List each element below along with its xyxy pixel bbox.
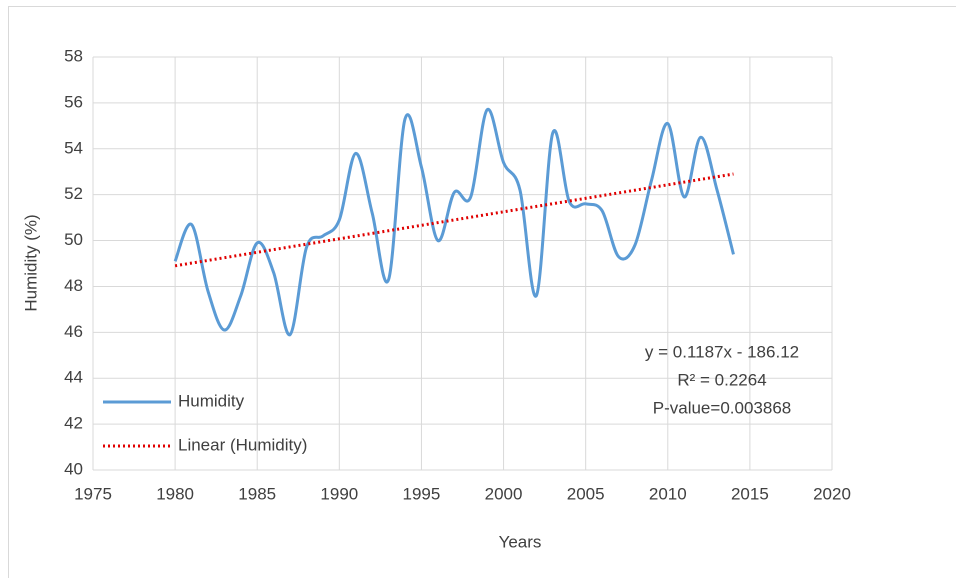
annotation: P-value=0.003868 <box>653 398 791 417</box>
x-tick-label: 1995 <box>403 484 441 503</box>
y-axis-title: Humidity (%) <box>21 214 40 311</box>
annotation: R² = 0.2264 <box>677 370 766 389</box>
annotation: y = 0.1187x - 186.12 <box>645 342 799 361</box>
legend-label: Linear (Humidity) <box>178 435 307 454</box>
x-tick-label: 1975 <box>74 484 112 503</box>
x-tick-label: 2005 <box>567 484 605 503</box>
x-tick-label: 2000 <box>485 484 523 503</box>
x-tick-label: 1990 <box>320 484 358 503</box>
data-line <box>173 108 735 337</box>
y-tick-label: 48 <box>64 276 83 295</box>
x-tick-label: 2010 <box>649 484 687 503</box>
x-tick-label: 2015 <box>731 484 769 503</box>
y-tick-label: 54 <box>64 138 83 157</box>
chart-border <box>8 6 956 578</box>
trend-line <box>174 172 734 268</box>
x-tick-label: 2020 <box>813 484 851 503</box>
y-tick-label: 42 <box>64 414 83 433</box>
x-axis-title: Years <box>499 532 542 551</box>
y-tick-label: 44 <box>64 368 83 387</box>
x-tick-label: 1985 <box>238 484 276 503</box>
legend-label: Humidity <box>178 391 245 410</box>
y-tick-label: 46 <box>64 322 83 341</box>
y-tick-label: 40 <box>64 459 83 478</box>
x-tick-label: 1980 <box>156 484 194 503</box>
y-tick-label: 56 <box>64 92 83 111</box>
y-tick-label: 52 <box>64 184 83 203</box>
y-tick-label: 50 <box>64 230 83 249</box>
y-tick-label: 58 <box>64 46 83 65</box>
